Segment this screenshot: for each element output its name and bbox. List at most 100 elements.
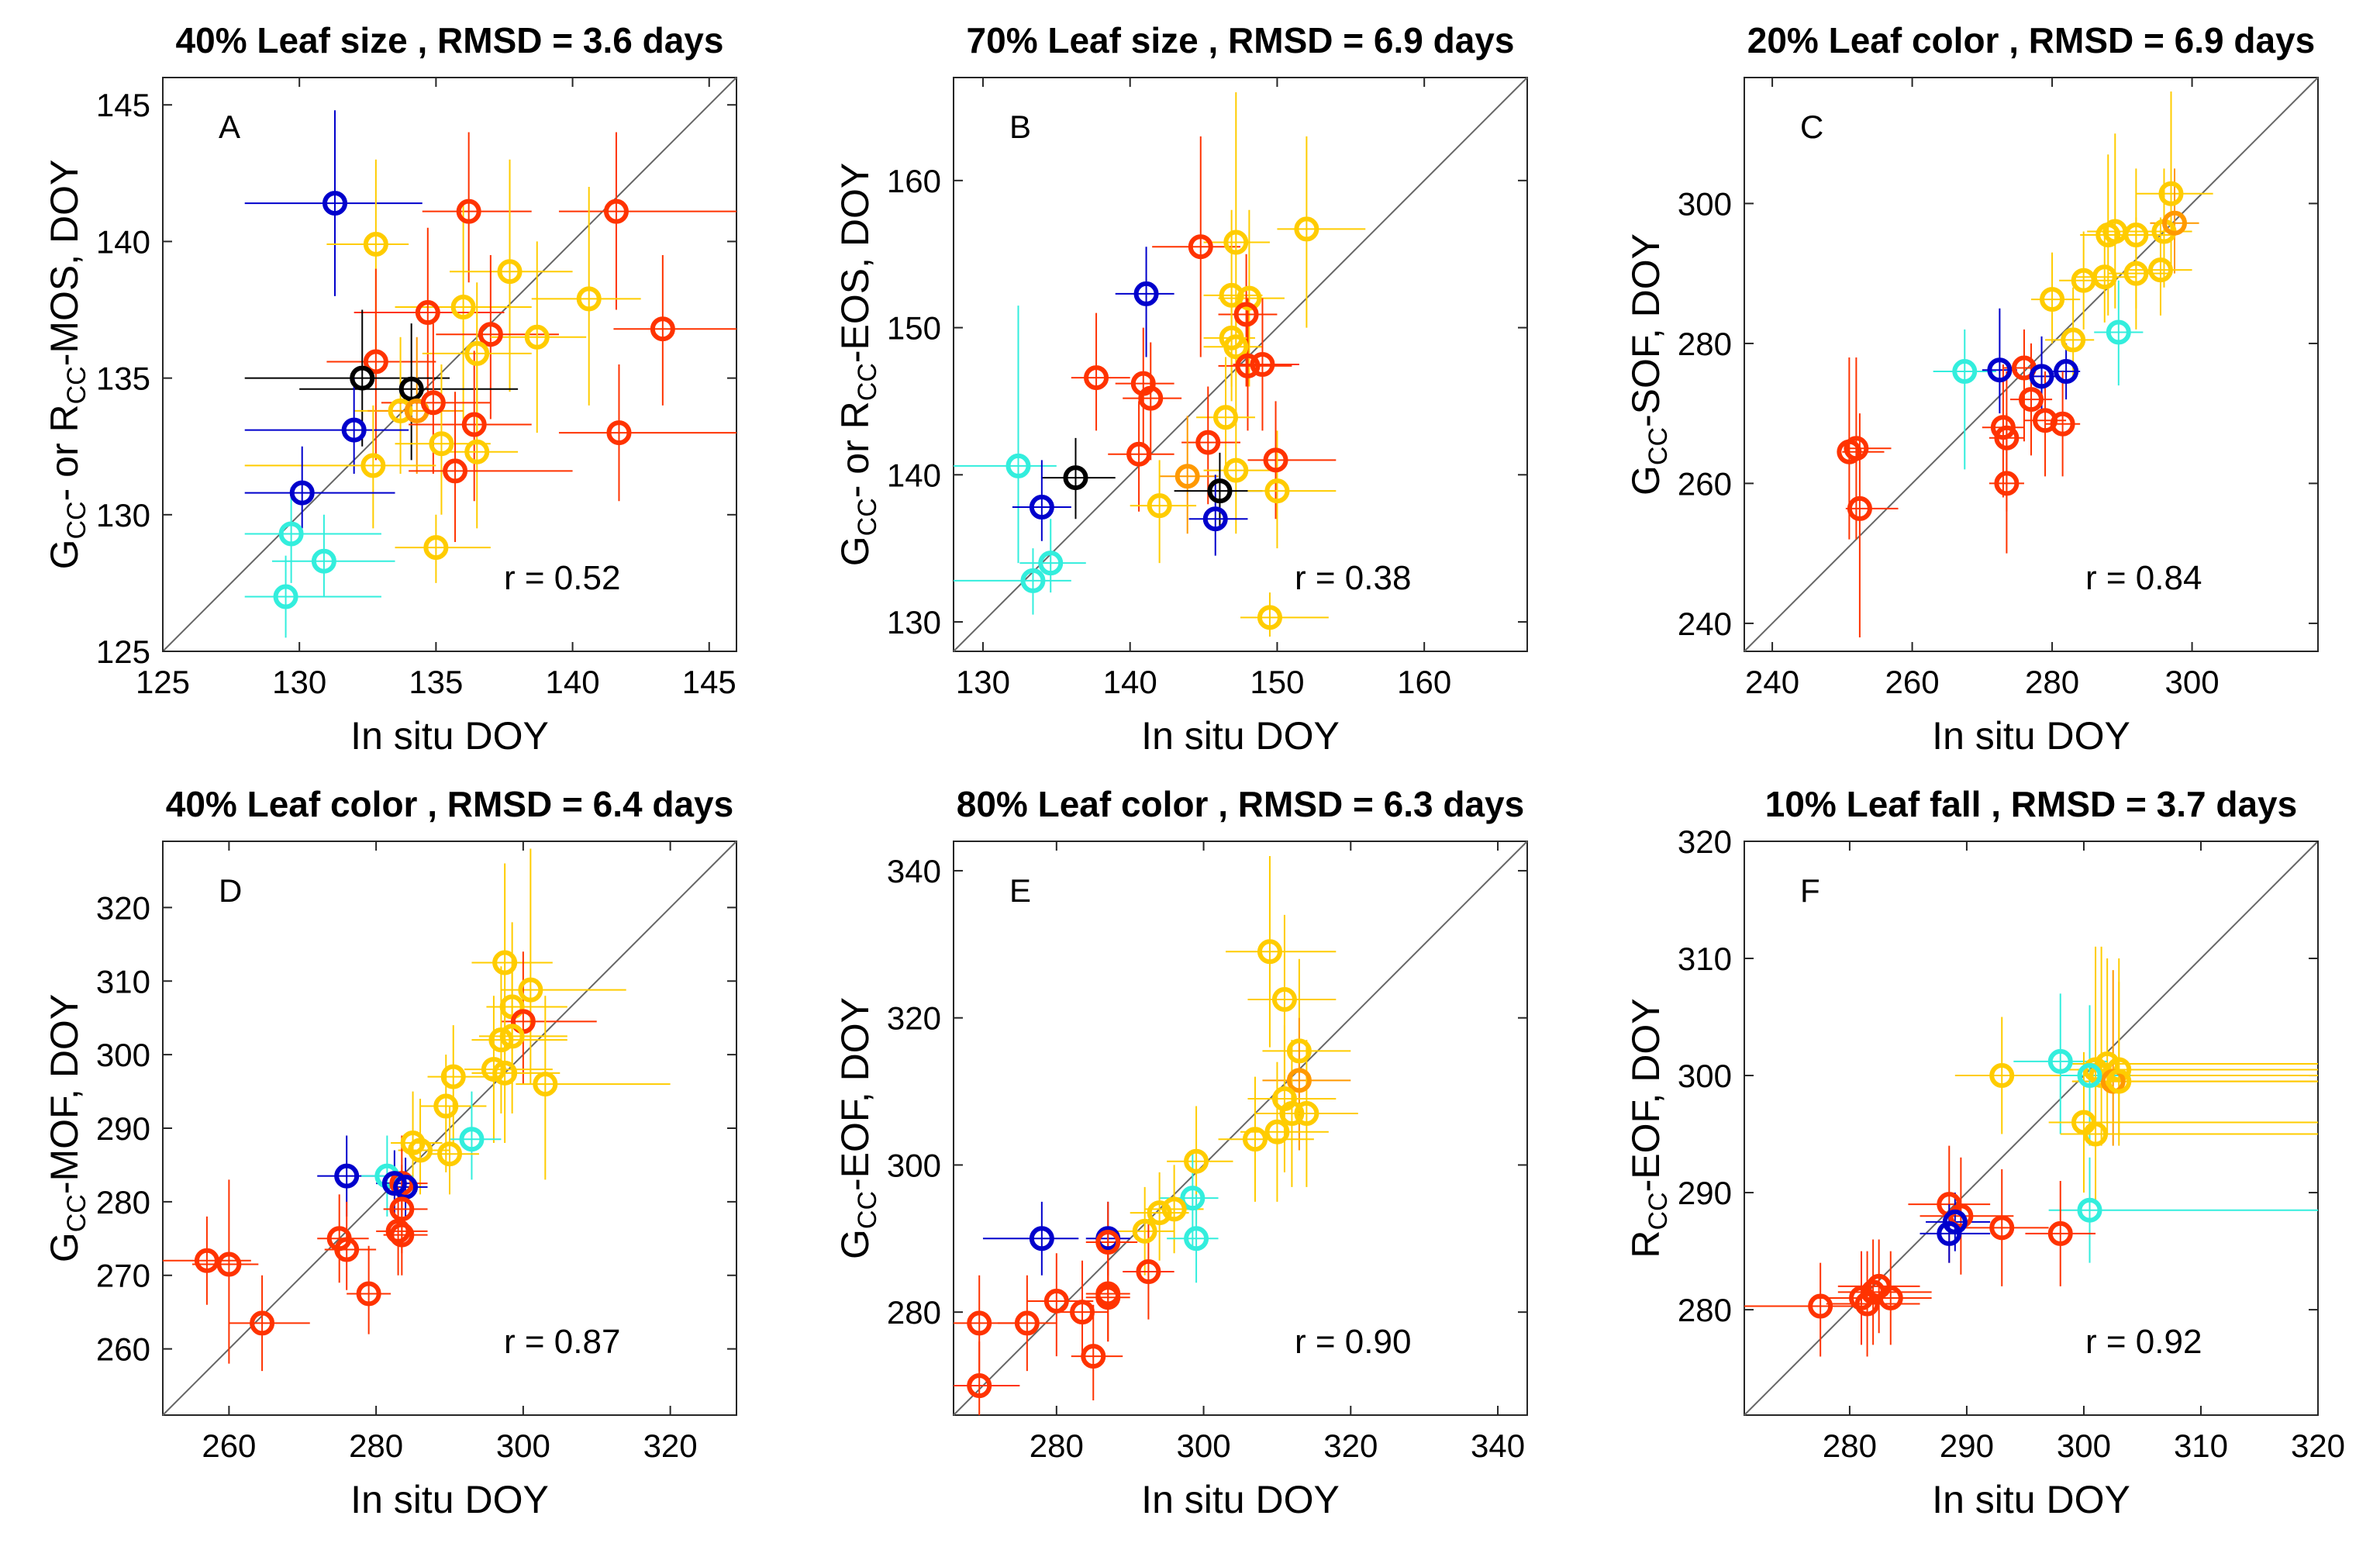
y-tick-label: 300 <box>887 1147 941 1183</box>
data-point <box>461 412 487 437</box>
y-axis-label: GCC-MOF, DOY <box>43 994 91 1262</box>
data-point <box>2047 1220 2073 1246</box>
y-tick-label: 145 <box>96 87 150 123</box>
correlation-label: r = 0.90 <box>1295 1323 1411 1361</box>
panel-e: 280 300 320 340 280 300 320 340 80% Leaf color ,… <box>833 784 1528 1521</box>
x-tick-label: 280 <box>2025 664 2079 700</box>
data-point <box>1237 285 1262 311</box>
data-point <box>1020 568 1046 593</box>
data-point <box>2092 264 2117 290</box>
data-point <box>1202 506 1228 532</box>
data-point <box>2106 319 2131 345</box>
y-axis-label-subscript: CC <box>1644 1192 1673 1230</box>
data-point <box>1937 1220 1962 1246</box>
data-point <box>423 535 449 561</box>
x-axis-label: In situ DOY <box>350 714 549 758</box>
panel-title: 40% Leaf color , RMSD = 6.4 days <box>166 784 733 824</box>
data-point <box>1994 471 2020 496</box>
data-point <box>1084 365 1109 391</box>
x-tick-label: 320 <box>1323 1428 1378 1464</box>
data-point <box>492 950 518 975</box>
data-point <box>1038 551 1064 576</box>
data-point <box>603 199 629 224</box>
data-point <box>381 1171 407 1196</box>
y-tick-label: 310 <box>1678 941 1732 977</box>
data-point <box>273 584 298 609</box>
data-point <box>533 1072 558 1097</box>
y-axis-label-part: R <box>1624 1231 1668 1258</box>
y-axis-label: GCC- or RCC-MOS, DOY <box>43 160 91 570</box>
data-point <box>1095 1285 1121 1310</box>
data-point <box>1063 465 1088 491</box>
data-point <box>1081 1344 1106 1369</box>
panel-letter: A <box>219 109 240 145</box>
y-tick-label: 260 <box>96 1331 150 1368</box>
data-point <box>2054 359 2079 385</box>
y-axis-label-subscript: CC <box>62 1194 91 1232</box>
data-point <box>2077 1197 2102 1223</box>
x-axis-label: In situ DOY <box>1932 1478 2130 1521</box>
panel-a: 125 130 135 140 145 125 130 135 140 145 40% Leaf s… <box>43 20 737 758</box>
y-tick-label: 320 <box>887 1000 941 1037</box>
data-point <box>1279 1101 1305 1127</box>
data-point <box>1126 441 1152 467</box>
x-tick-label: 145 <box>682 664 736 700</box>
y-tick-label: 130 <box>887 604 941 640</box>
x-tick-label: 320 <box>643 1428 698 1464</box>
data-point <box>1233 302 1259 327</box>
y-axis-label-subscript: CC <box>853 1191 882 1229</box>
data-point <box>1257 939 1282 965</box>
data-point <box>1286 1068 1312 1093</box>
panel-title: 10% Leaf fall , RMSD = 3.7 days <box>1765 784 2297 824</box>
data-point <box>2123 223 2149 248</box>
y-tick-label: 320 <box>1678 823 1732 860</box>
y-axis-label-part: G <box>833 536 877 566</box>
panel-d: 260 280 300 320 260 270 280 290 300 310 320 40% Lea… <box>43 784 737 1521</box>
y-axis-label-part: -EOF, DOY <box>1624 998 1668 1192</box>
y-tick-label: 240 <box>1678 606 1732 642</box>
data-point <box>1213 405 1239 430</box>
data-point <box>1136 1259 1161 1284</box>
data-point <box>1844 436 1869 461</box>
data-point <box>497 259 523 285</box>
data-point <box>1286 1038 1312 1064</box>
data-point <box>650 316 675 342</box>
x-tick-label: 320 <box>2291 1428 2345 1464</box>
data-point <box>250 1310 275 1336</box>
data-point <box>967 1373 992 1399</box>
y-axis-label-subscript: CC <box>1644 427 1673 465</box>
data-point <box>1195 430 1221 455</box>
data-point <box>1161 1196 1187 1222</box>
data-point <box>278 521 304 547</box>
x-tick-label: 280 <box>349 1428 403 1464</box>
y-tick-label: 300 <box>1678 185 1732 222</box>
data-point <box>524 324 550 350</box>
data-point <box>1014 1310 1040 1336</box>
y-axis-label: GCC- or RCC-EOS, DOY <box>833 163 882 567</box>
data-point <box>1264 1119 1290 1144</box>
data-point <box>388 398 413 423</box>
data-point <box>967 1310 992 1336</box>
data-point <box>1257 605 1282 630</box>
data-point <box>1029 1226 1054 1251</box>
data-point <box>415 300 440 326</box>
data-point <box>2106 1068 2132 1094</box>
data-point <box>464 340 490 366</box>
y-axis-label-part: -EOF, DOY <box>833 997 877 1191</box>
y-axis-label: GCC-SOF, DOY <box>1624 233 1673 495</box>
y-tick-label: 160 <box>887 163 941 199</box>
data-point <box>437 1141 462 1167</box>
panel-title: 20% Leaf color , RMSD = 6.9 days <box>1747 20 2315 60</box>
data-point <box>1223 457 1249 483</box>
panel-letter: B <box>1009 109 1031 145</box>
panel-letter: C <box>1800 109 1823 145</box>
data-point <box>1994 425 2020 451</box>
y-tick-label: 320 <box>96 889 150 926</box>
data-point <box>1043 1288 1069 1314</box>
x-tick-label: 130 <box>272 664 326 700</box>
data-point <box>194 1248 219 1273</box>
data-point <box>389 1222 415 1248</box>
data-point <box>1138 385 1164 411</box>
y-tick-label: 300 <box>1678 1058 1732 1094</box>
